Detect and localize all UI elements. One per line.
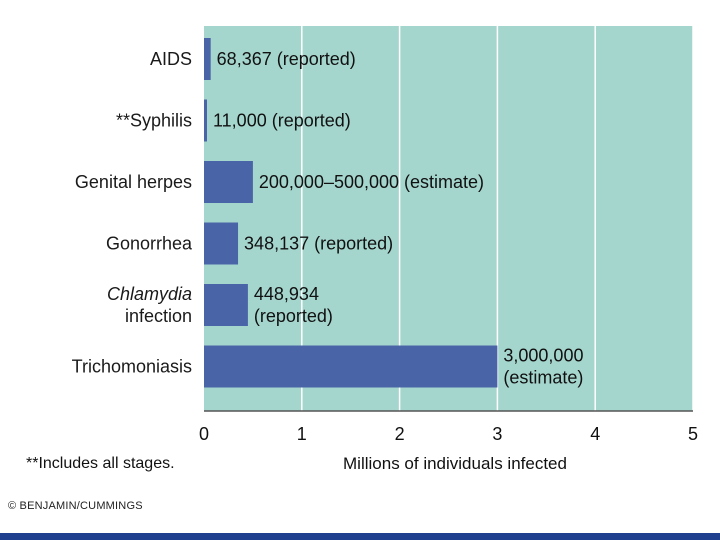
data-label: 200,000–500,000 (estimate) xyxy=(259,172,484,192)
category-label: Genital herpes xyxy=(75,172,192,192)
data-label: (estimate) xyxy=(503,368,583,388)
data-labels: 68,367 (reported) 11,000 (reported) 200,00… xyxy=(213,49,583,388)
category-labels: AIDS **Syphilis Genital herpes Gonorrhea Chl… xyxy=(72,49,193,377)
bar-aids xyxy=(204,38,211,80)
data-label: 448,934 xyxy=(254,284,319,304)
footer-bar xyxy=(0,533,720,540)
x-tick-label: 3 xyxy=(492,424,502,444)
category-label: Trichomoniasis xyxy=(72,357,192,377)
bars xyxy=(204,38,498,388)
category-label: infection xyxy=(125,306,192,326)
category-label: AIDS xyxy=(150,49,192,69)
bar-gonorrhea xyxy=(204,222,239,265)
footnote: **Includes all stages. xyxy=(26,455,175,472)
category-label: **Syphilis xyxy=(116,111,192,131)
bar-syphilis xyxy=(204,99,207,142)
bar-trichomoniasis xyxy=(204,345,498,388)
data-label: (reported) xyxy=(254,306,333,326)
category-label: Chlamydia xyxy=(107,284,192,304)
copyright-credit: © BENJAMIN/CUMMINGS xyxy=(8,500,143,512)
x-axis-title: Millions of individuals infected xyxy=(343,454,567,473)
bar-chlamydia-infection xyxy=(204,284,248,326)
x-tick-label: 2 xyxy=(395,424,405,444)
x-tick-labels: 0 1 2 3 4 5 xyxy=(199,424,698,444)
category-label: Gonorrhea xyxy=(106,234,193,254)
data-label: 68,367 (reported) xyxy=(217,49,356,69)
x-tick-label: 5 xyxy=(688,424,698,444)
data-label: 3,000,000 xyxy=(503,346,583,366)
x-tick-label: 1 xyxy=(297,424,307,444)
bar-genital-herpes xyxy=(204,161,253,203)
x-tick-label: 4 xyxy=(590,424,600,444)
data-label: 11,000 (reported) xyxy=(213,111,351,131)
data-label: 348,137 (reported) xyxy=(244,234,393,254)
x-tick-label: 0 xyxy=(199,424,209,444)
